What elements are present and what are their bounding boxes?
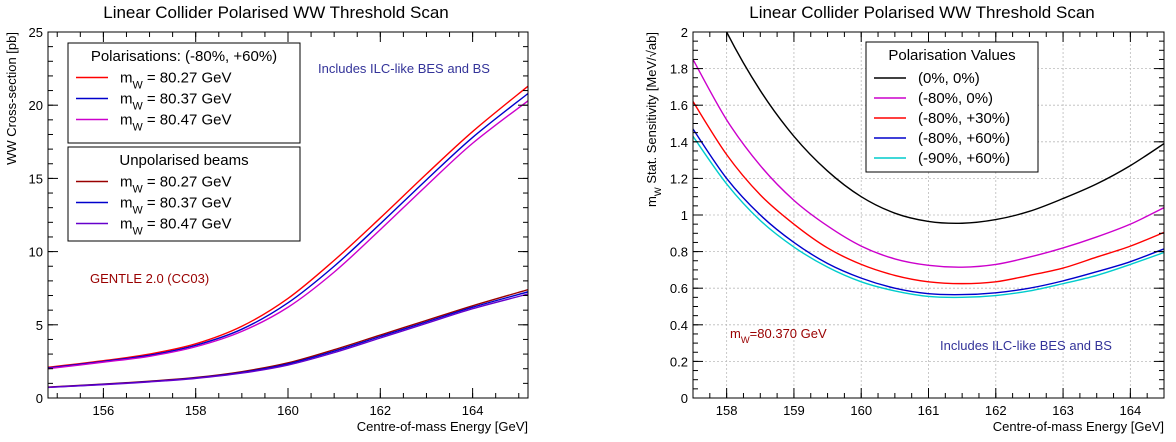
series-line-2: [693, 101, 1164, 285]
series-line-3: [48, 288, 528, 388]
series-line-1: [48, 92, 528, 369]
legend-frame: [865, 41, 1039, 173]
series-line-1: [693, 59, 1164, 268]
x-tick-label: 162: [369, 403, 391, 418]
y-tick-label: 1.4: [670, 135, 688, 150]
series-line-2: [48, 100, 528, 370]
x-tick-label: 161: [918, 403, 940, 418]
y-tick-label: 15: [29, 171, 43, 186]
x-tick-label: 160: [277, 403, 299, 418]
legend-entry: (-80%, +30%): [918, 110, 1010, 127]
series-line-0: [48, 85, 528, 368]
legend-entry: (-90%, +60%): [918, 150, 1010, 167]
y-tick-label: 1.2: [670, 171, 688, 186]
x-tick-label: 163: [1052, 403, 1074, 418]
legend-entry: mW = 80.47 GeV: [120, 216, 232, 238]
legend-entry: (-80%, 0%): [918, 90, 993, 107]
x-tick-label: 164: [1120, 403, 1142, 418]
legend-entry: mW = 80.37 GeV: [120, 91, 232, 113]
legend-header: Unpolarised beams: [119, 152, 248, 169]
y-tick-label: 0.4: [670, 318, 688, 333]
y-tick-label: 0: [36, 391, 43, 406]
right-chart-panel: Linear Collider Polarised WW Threshold S…: [644, 3, 1165, 434]
legend-frame: [67, 42, 301, 144]
x-axis-label: Centre-of-mass Energy [GeV]: [993, 419, 1164, 434]
x-tick-label: 156: [93, 403, 115, 418]
y-axis-label: WW Cross-section [pb]: [4, 32, 19, 165]
y-tick-label: 0: [681, 391, 688, 406]
legend-entry: mW = 80.47 GeV: [120, 112, 232, 134]
series-line-3: [693, 128, 1164, 296]
series-line-5: [48, 293, 528, 389]
y-tick-label: 25: [29, 25, 43, 40]
x-tick-label: 160: [850, 403, 872, 418]
x-tick-label: 158: [185, 403, 207, 418]
legend-box: Polarisations: (-80%, +60%) mW = 80.27 Ge…: [67, 42, 301, 144]
y-tick-label: 0.2: [670, 354, 688, 369]
series-group: [48, 85, 528, 389]
y-tick-label: 1.6: [670, 98, 688, 113]
series-line-4: [48, 291, 528, 389]
y-tick-label: 1.8: [670, 62, 688, 77]
x-tick-label: 162: [985, 403, 1007, 418]
annotation: Includes ILC-like BES and BS: [318, 61, 490, 76]
left-chart-panel: Linear Collider Polarised WW Threshold S…: [4, 3, 529, 434]
legend-entry: mW = 80.27 GeV: [120, 70, 232, 92]
legend-entry: mW = 80.37 GeV: [120, 195, 232, 217]
legend-entry: mW = 80.27 GeV: [120, 174, 232, 196]
series-line-0: [725, 32, 1164, 225]
y-tick-label: 20: [29, 98, 43, 113]
series-group: [693, 32, 1164, 299]
y-tick-label: 0.8: [670, 245, 688, 260]
legend-box: Polarisation Values (0%, 0%) (-80%, 0%) (-8…: [865, 41, 1039, 173]
y-axis-label: mW Stat. Sensitivity [MeV/√ab]: [644, 32, 663, 207]
y-tick-label: 1: [681, 208, 688, 223]
x-tick-label: 159: [783, 403, 805, 418]
legend-entry: (-80%, +60%): [918, 130, 1010, 147]
y-tick-label: 2: [681, 25, 688, 40]
x-axis-label: Centre-of-mass Energy [GeV]: [357, 419, 528, 434]
legend-frame: [67, 146, 301, 242]
annotation: Includes ILC-like BES and BS: [940, 338, 1112, 353]
chart-title: Linear Collider Polarised WW Threshold S…: [749, 3, 1095, 22]
annotation: mW=80.370 GeV: [730, 326, 827, 345]
annotation: GENTLE 2.0 (CC03): [90, 271, 209, 286]
chart-title: Linear Collider Polarised WW Threshold S…: [103, 3, 449, 22]
legend-header: Polarisations: (-80%, +60%): [91, 48, 277, 65]
series-line-4: [693, 135, 1164, 299]
x-tick-label: 158: [716, 403, 738, 418]
y-tick-label: 10: [29, 245, 43, 260]
x-tick-label: 164: [462, 403, 484, 418]
legend-header: Polarisation Values: [888, 47, 1015, 64]
y-tick-label: 5: [36, 318, 43, 333]
y-tick-label: 0.6: [670, 281, 688, 296]
legend-entry: (0%, 0%): [918, 70, 980, 87]
